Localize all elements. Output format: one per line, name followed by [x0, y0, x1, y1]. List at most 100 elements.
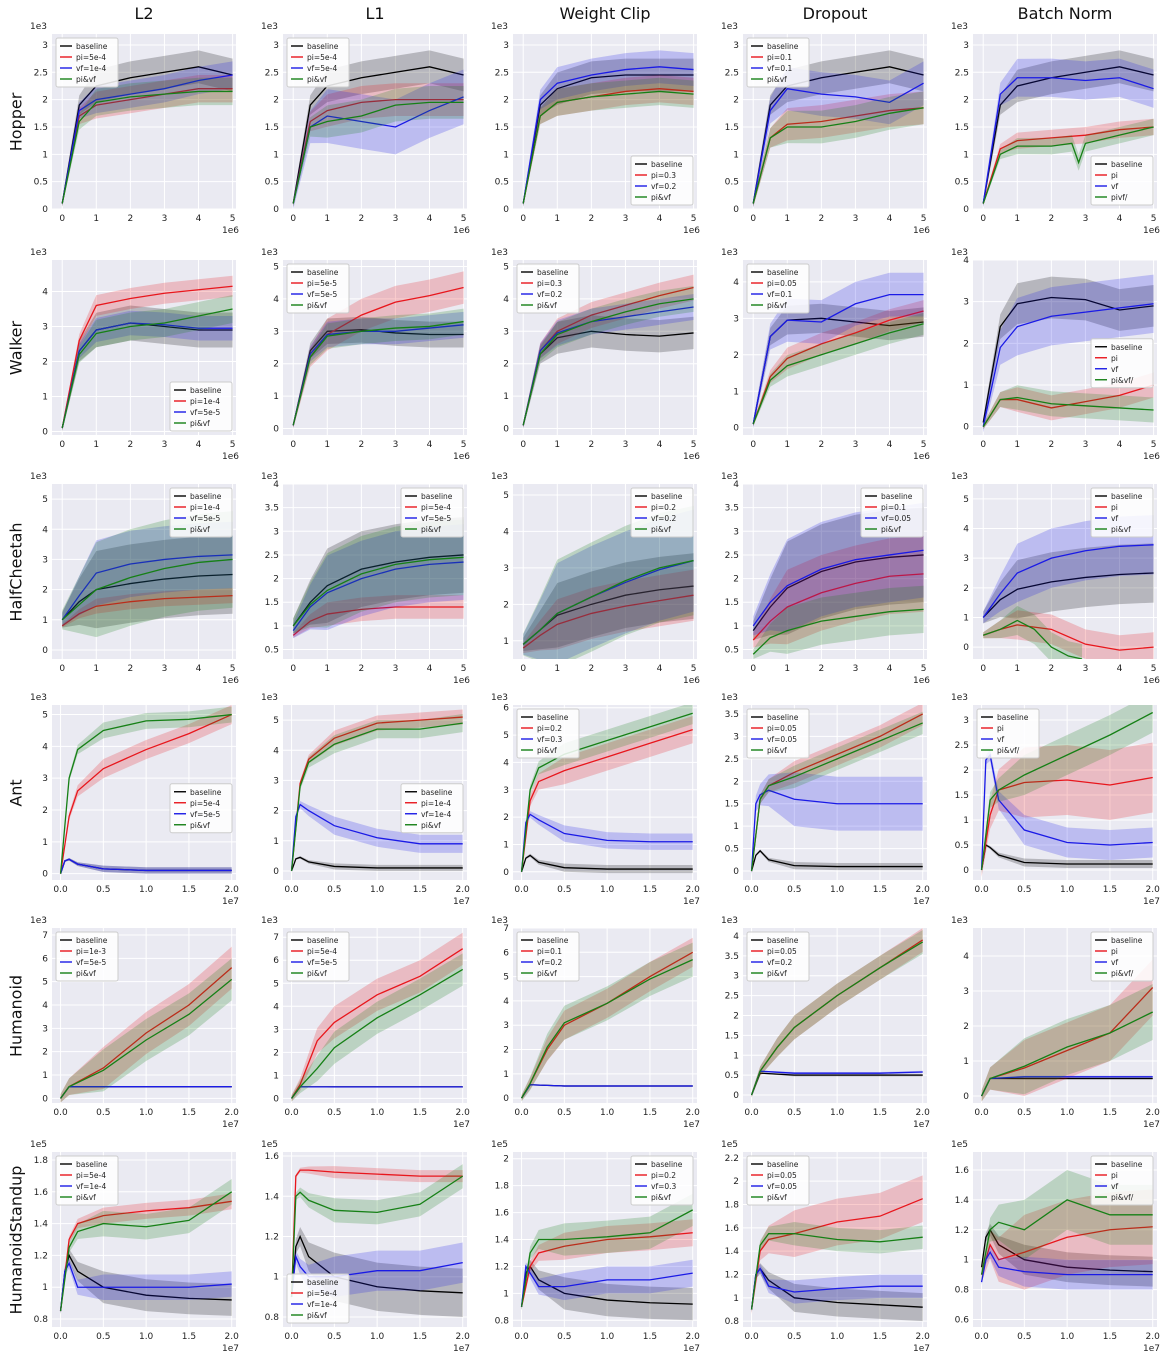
column-title: Batch Norm	[1017, 4, 1113, 23]
legend-box	[1090, 931, 1154, 982]
legend-label: baseline	[1111, 343, 1143, 352]
y-scale-label: 1e3	[261, 693, 278, 703]
subplot: 0 1 2 3 4 5 0 1 2 3 4 5 1e3 1e6 baseline pi vf pi&vf	[951, 472, 1160, 686]
column-title: Weight Clip	[559, 4, 651, 23]
variance-band-pivf	[62, 511, 233, 638]
legend-label: vf=5e-5	[307, 290, 337, 299]
x-tick-label: 0.5	[787, 885, 801, 895]
variance-band-baseline	[983, 50, 1154, 207]
x-tick-label: 2	[128, 664, 134, 674]
y-tick-label: 0	[42, 1094, 48, 1104]
y-scale-label: 1e3	[951, 693, 968, 703]
x-tick-label: 2	[359, 214, 365, 224]
y-tick-label: 4	[503, 997, 509, 1007]
legend-box	[746, 37, 810, 88]
legend-label: pi&vf/	[1111, 1193, 1134, 1202]
variance-band-pivf	[60, 1179, 232, 1314]
legend-label: vf	[1111, 365, 1118, 374]
x-tick-label: 2	[819, 664, 825, 674]
x-tick-label: 5	[1151, 214, 1157, 224]
legend-label: pi=0.05	[767, 947, 797, 956]
legend-box	[1090, 1155, 1154, 1206]
y-scale-label: 1e3	[721, 22, 738, 32]
x-tick-label: 1.5	[182, 885, 196, 895]
x-tick-label: 1	[324, 440, 330, 450]
variance-band-vf	[62, 521, 233, 627]
y-tick-label: 2	[733, 1012, 739, 1022]
legend: baseline pi=0.2 vf=0.2 pi&vf	[630, 487, 694, 538]
y-tick-label: 5	[273, 262, 279, 272]
x-tick-label: 3	[393, 440, 399, 450]
x-tick-label: 0.5	[557, 885, 571, 895]
legend-label: pi&vf	[651, 525, 671, 534]
x-tick-label: 3	[393, 664, 399, 674]
subplot: 0 0.5 1 1.5 2 2.5 3 0 1 2 3 4 5 1e3 1e6 baseline pi=5e-4…	[261, 22, 470, 236]
series-layer	[522, 274, 694, 429]
legend-label: pi=0.2	[537, 724, 562, 733]
series-line-pivf	[61, 308, 233, 429]
variance-band-pivf	[753, 585, 924, 659]
x-tick-label: 1	[784, 664, 790, 674]
legend-label: vf=0.3	[537, 735, 563, 744]
series-line-pi	[982, 126, 1154, 204]
y-tick-label: 3	[963, 716, 969, 726]
legend-label: vf=5e-4	[307, 64, 337, 73]
legend-label: pi	[1111, 503, 1118, 512]
x-tick-label: 0	[520, 214, 526, 224]
y-tick-label: 3.5	[725, 952, 739, 962]
subplot: 0 0.5 1 1.5 2 2.5 3 3.5 4 0.0 0.5 1.0 1.5 2.0 1e3 1e7 ba…	[721, 916, 930, 1130]
y-tick-label: 2.5	[955, 741, 969, 751]
series-layer	[59, 705, 232, 876]
row-label: Hopper	[6, 92, 26, 151]
variance-band-pi	[523, 75, 694, 207]
y-tick-label: 0.8	[725, 1317, 740, 1327]
series-line-pivf	[60, 978, 233, 1099]
series-line-baseline	[750, 849, 923, 872]
variance-band-pivf	[291, 953, 463, 1102]
legend-label: vf	[1111, 514, 1118, 523]
legend-label: vf=0.2	[537, 958, 563, 967]
x-tick-label: 3	[1083, 214, 1089, 224]
x-tick-label: 4	[1117, 440, 1123, 450]
series-line-vf	[982, 303, 1154, 427]
y-tick-label: 1.5	[265, 123, 279, 133]
y-tick-label: 3	[273, 776, 279, 786]
y-tick-label: 3	[733, 314, 739, 324]
y-tick-label: 1	[963, 613, 969, 623]
series-line-pivf	[982, 396, 1154, 428]
y-tick-label: 3	[273, 527, 279, 537]
y-scale-label: 1e3	[30, 22, 47, 32]
y-tick-label: 1.4	[265, 1192, 280, 1202]
legend-label: pi	[1111, 947, 1118, 956]
series-layer	[522, 50, 694, 207]
legend-box	[516, 708, 580, 759]
x-tick-label: 3	[1083, 664, 1089, 674]
y-tick-label: 4	[503, 295, 509, 305]
y-scale-label: 1e3	[491, 472, 508, 482]
series-line-pivf	[520, 1209, 694, 1307]
y-scale-label: 1e3	[491, 693, 508, 703]
legend-label: pi&vf	[76, 1193, 96, 1202]
x-tick-label: 2	[819, 214, 825, 224]
variance-band-pi	[293, 271, 464, 429]
x-tick-label: 2.0	[1146, 1332, 1161, 1342]
x-tick-label: 0	[520, 440, 526, 450]
variance-band-pi	[751, 705, 923, 874]
y-tick-label: 1	[503, 840, 509, 850]
row-label: HumanoidStandup	[6, 1165, 26, 1314]
x-tick-label: 0.5	[1017, 1108, 1031, 1118]
x-tick-label: 0	[980, 214, 986, 224]
y-tick-label: 1	[42, 1071, 48, 1081]
variance-band-pivf	[751, 1222, 923, 1312]
x-scale-label: 1e7	[683, 897, 700, 907]
x-tick-label: 2	[819, 440, 825, 450]
variance-band-pivf	[293, 308, 464, 428]
series-line-vf	[980, 753, 1153, 871]
legend-label: baseline	[767, 268, 799, 277]
variance-band-pivf	[751, 711, 923, 874]
x-tick-label: 0.0	[514, 885, 529, 895]
y-tick-label: 7	[273, 933, 279, 943]
variance-band-pi	[291, 932, 463, 1102]
x-tick-label: 4	[1117, 214, 1123, 224]
legend-label: vf=5e-5	[190, 408, 220, 417]
